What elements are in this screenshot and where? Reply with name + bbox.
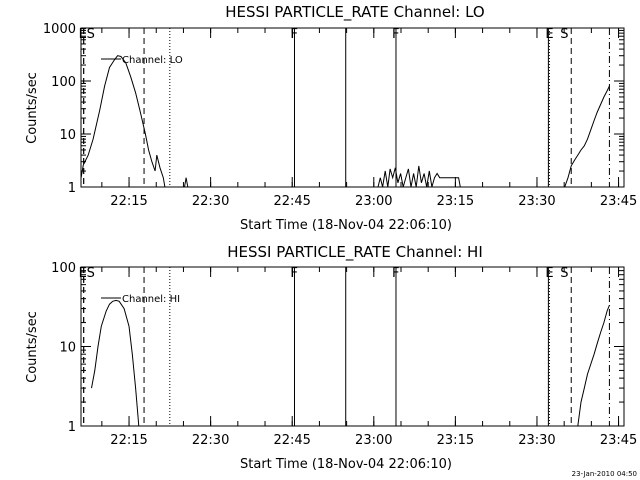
event-marker-label: S (87, 27, 95, 42)
x-tick-label: 22:15 (110, 433, 147, 448)
event-marker-label: E (79, 27, 87, 42)
event-marker-label: S (87, 266, 95, 281)
plot-frame (80, 27, 625, 188)
series-line (80, 55, 166, 188)
event-marker-label: S (560, 27, 568, 42)
panel-lo: HESSI PARTICLE_RATE Channel: LO Counts/s… (25, 3, 637, 233)
y-axis-label: Counts/sec (25, 72, 40, 144)
series-line (564, 85, 610, 188)
series-line (377, 165, 461, 188)
event-marker-label: F (392, 27, 399, 42)
x-tick-label: 23:30 (518, 433, 555, 448)
y-tick-label: 1000 (43, 22, 76, 37)
chart-title: HESSI PARTICLE_RATE Channel: LO (225, 3, 484, 22)
chart-title: HESSI PARTICLE_RATE Channel: HI (227, 243, 483, 262)
panel-hi: HESSI PARTICLE_RATE Channel: HI Counts/s… (25, 243, 637, 472)
event-marker-label: E (79, 266, 87, 281)
y-tick-label: 100 (51, 75, 76, 90)
x-tick-label: 23:15 (437, 194, 474, 209)
x-tick-label: 23:30 (518, 194, 555, 209)
legend-label: Channel: HI (122, 294, 180, 305)
event-marker-label: E (545, 27, 553, 42)
y-tick-label: 10 (59, 341, 76, 356)
x-tick-label: 22:45 (273, 194, 310, 209)
event-marker-label: E (545, 266, 553, 281)
y-axis-label: Counts/sec (25, 311, 40, 383)
series-line (577, 305, 610, 427)
x-tick-label: 23:45 (600, 433, 637, 448)
event-marker-label: F (392, 266, 399, 281)
legend-label: Channel: LO (122, 55, 183, 66)
x-axis-label: Start Time (18-Nov-04 22:06:10) (240, 218, 452, 233)
event-marker-label: F (290, 27, 297, 42)
x-tick-label: 22:30 (192, 433, 229, 448)
x-tick-label: 22:45 (273, 433, 310, 448)
plot-frame (80, 266, 625, 427)
series-line (91, 299, 140, 427)
event-marker-label: F (290, 266, 297, 281)
x-tick-label: 22:30 (192, 194, 229, 209)
y-tick-label: 1 (68, 181, 76, 196)
y-tick-label: 100 (51, 261, 76, 276)
x-tick-label: 22:15 (110, 194, 147, 209)
series-line (184, 177, 189, 188)
x-tick-label: 23:45 (600, 194, 637, 209)
y-tick-label: 1 (68, 420, 76, 435)
x-tick-label: 23:00 (355, 433, 392, 448)
x-tick-label: 23:15 (437, 433, 474, 448)
x-tick-label: 23:00 (355, 194, 392, 209)
event-marker-label: S (560, 266, 568, 281)
x-axis-label: Start Time (18-Nov-04 22:06:10) (240, 457, 452, 472)
footer-timestamp: 23-Jan-2010 04:50 (572, 470, 637, 478)
y-tick-label: 10 (59, 128, 76, 143)
